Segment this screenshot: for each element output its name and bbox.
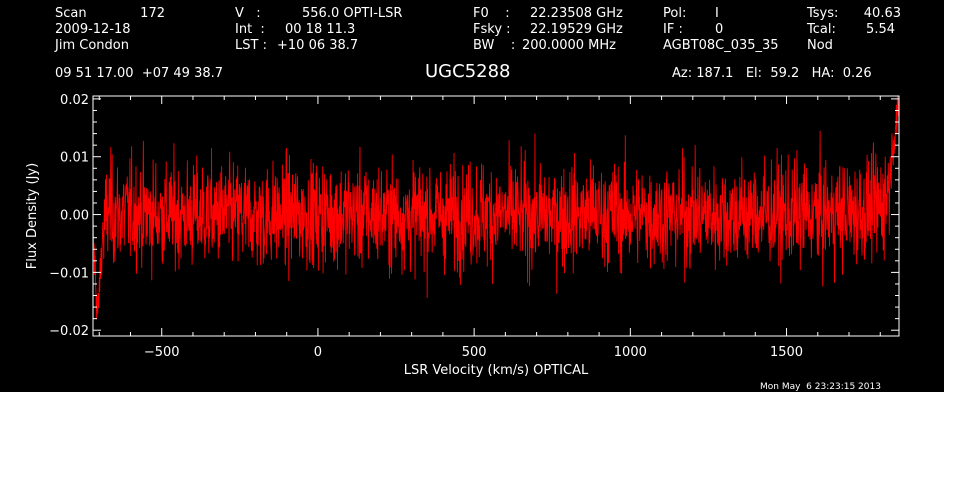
plot-frame <box>92 95 900 337</box>
pol-value: I <box>715 6 719 21</box>
lst-label: LST : <box>235 38 267 53</box>
y-tick-label: 0.00 <box>60 209 89 224</box>
y-tick-label: 0.02 <box>60 93 89 108</box>
velocity-label: V : <box>235 6 261 21</box>
tsys-label: Tsys: <box>807 6 839 21</box>
scan-value: 172 <box>140 6 165 21</box>
x-tick-label: 500 <box>462 345 487 360</box>
observer-name: Jim Condon <box>55 38 129 53</box>
az-el-ha: Az: 187.1 El: 59.2 HA: 0.26 <box>672 66 872 81</box>
trace-layer <box>92 96 900 320</box>
spectrum-panel: Scan 172 2009-12-18 Jim Condon V : 556.0… <box>0 0 944 392</box>
if-value: 0 <box>715 22 724 37</box>
bw-label: BW : <box>473 38 516 53</box>
project-id: AGBT08C_035_35 <box>663 38 779 53</box>
int-value: 00 18 11.3 <box>285 22 356 37</box>
if-label: IF : <box>663 22 683 37</box>
plot-timestamp: Mon May 6 23:23:15 2013 <box>760 382 881 392</box>
fsky-label: Fsky : <box>473 22 511 37</box>
tcal-value: 5.54 <box>866 22 895 37</box>
f0-label: F0 : <box>473 6 510 21</box>
fsky-value: 22.19529 GHz <box>530 22 623 37</box>
ra-dec: 09 51 17.00 +07 49 38.7 <box>55 66 224 81</box>
x-tick-label: 1500 <box>770 345 803 360</box>
source-name: UGC5288 <box>425 61 511 82</box>
spectrum-trace <box>92 96 900 320</box>
f0-value: 22.23508 GHz <box>530 6 623 21</box>
scan-label: Scan <box>55 6 87 21</box>
lst-value: +10 06 38.7 <box>277 38 359 53</box>
spectrum-chart: −500 0 500 1000 1500 −0.02 −0.01 0.00 0.01 0.02 L… <box>25 93 900 378</box>
obs-date: 2009-12-18 <box>55 22 131 37</box>
x-axis-label: LSR Velocity (km/s) OPTICAL <box>404 363 589 378</box>
y-tick-label: −0.02 <box>49 324 89 339</box>
tsys-value: 40.63 <box>863 6 901 21</box>
x-tick-label: 1000 <box>614 345 647 360</box>
obs-mode: Nod <box>807 38 833 53</box>
bw-value: 200.0000 MHz <box>522 38 616 53</box>
int-label: Int : <box>235 22 265 37</box>
tick-layer: −500 0 500 1000 1500 −0.02 −0.01 0.00 0.01 0.02 <box>49 93 899 360</box>
tcal-label: Tcal: <box>807 22 836 37</box>
x-tick-label: 0 <box>314 345 322 360</box>
y-tick-label: 0.01 <box>60 151 89 166</box>
x-tick-label: −500 <box>144 345 180 360</box>
y-tick-label: −0.01 <box>49 266 89 281</box>
y-axis-label: Flux Density (Jy) <box>25 163 40 269</box>
pol-label: Pol: <box>663 6 687 21</box>
velocity-value: 556.0 OPTI-LSR <box>302 6 403 21</box>
